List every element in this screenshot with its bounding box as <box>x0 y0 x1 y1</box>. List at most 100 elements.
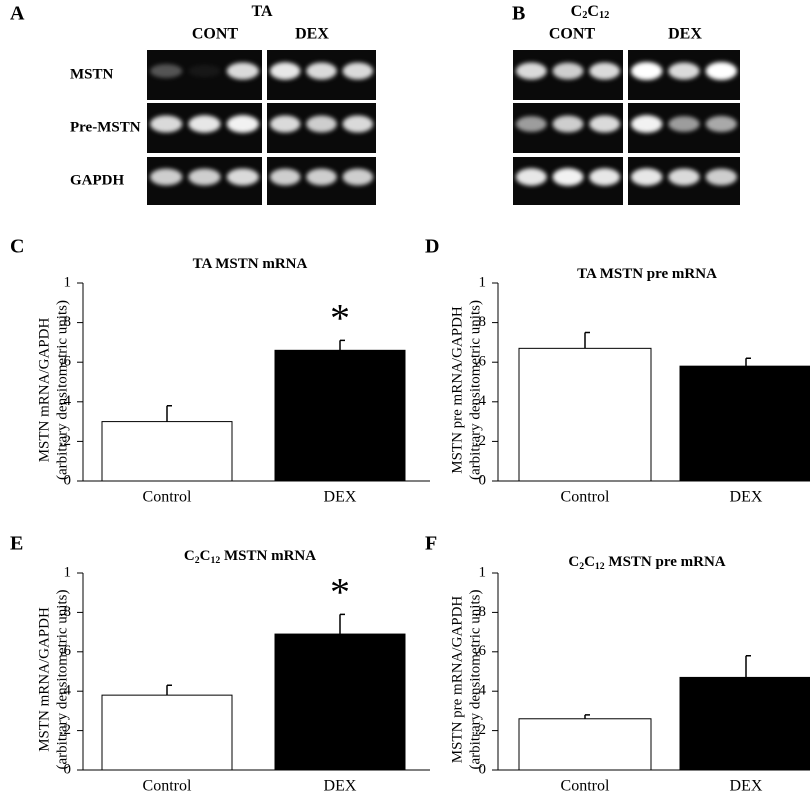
y-tick-label: .2 <box>60 433 71 449</box>
gel-band <box>589 115 621 133</box>
gel-band <box>668 116 700 132</box>
gel-band <box>668 168 700 186</box>
gel-group-label: DEX <box>668 26 702 43</box>
gel-band <box>705 116 738 132</box>
error-bar <box>745 357 751 367</box>
y-tick-label: .4 <box>475 683 487 699</box>
x-tick-label: Control <box>561 489 610 506</box>
y-tick-label: .8 <box>60 604 71 620</box>
gel-group-label: CONT <box>549 26 596 43</box>
y-tick-label: .8 <box>475 604 486 620</box>
bar <box>101 694 233 771</box>
y-tick-label: .4 <box>475 393 487 409</box>
y-tick-label: .8 <box>60 314 71 330</box>
y-tick-label: 1 <box>64 564 72 580</box>
error-bar <box>166 405 172 422</box>
y-tick-label: 1 <box>479 564 487 580</box>
bar <box>101 421 233 482</box>
bar <box>518 718 652 771</box>
gel-title: C2C12 <box>571 3 610 22</box>
chart-title: TA MSTN mRNA <box>193 256 308 272</box>
gel-band <box>150 64 183 78</box>
gel-band <box>269 62 301 80</box>
bar <box>274 349 406 482</box>
panel-letter: D <box>425 236 439 258</box>
gel-band <box>515 62 547 80</box>
error-bar <box>745 654 751 678</box>
y-tick-label: 0 <box>479 761 487 777</box>
gel-band <box>589 62 621 80</box>
gel-band <box>150 115 183 133</box>
y-tick-label: .6 <box>475 643 487 659</box>
error-bar <box>584 331 590 349</box>
gel-band <box>589 168 621 186</box>
y-tick-label: .2 <box>475 433 486 449</box>
annotation: * <box>330 570 350 615</box>
panel-letter: A <box>10 3 25 25</box>
bar <box>274 633 406 771</box>
y-axis-label: MSTN pre mRNA/GAPDH <box>449 596 465 764</box>
gel-group-label: DEX <box>295 26 329 43</box>
gel-band <box>188 64 221 78</box>
gel-band <box>188 168 221 186</box>
gel-band <box>306 115 337 133</box>
y-tick-label: 1 <box>64 274 72 290</box>
x-tick-label: DEX <box>730 778 763 795</box>
y-tick-label: .2 <box>475 722 486 738</box>
gel-band <box>306 168 337 186</box>
y-axis-label: MSTN mRNA/GAPDH <box>36 607 52 752</box>
gel-band <box>630 62 663 80</box>
gel-band <box>552 168 584 186</box>
gel-band <box>552 115 584 133</box>
gel-band <box>630 168 663 186</box>
y-tick-label: 0 <box>64 472 72 488</box>
y-tick-label: .2 <box>60 722 71 738</box>
gel-band <box>269 115 301 133</box>
gel-row-label: GAPDH <box>70 172 124 188</box>
gel-band <box>552 62 584 80</box>
gel-title: TA <box>251 3 272 20</box>
y-axis-label: (arbitrary densitometric units) <box>54 300 70 480</box>
error-bar <box>339 613 345 635</box>
gel-band <box>342 62 374 80</box>
gel-band <box>269 168 301 186</box>
panel-letter: B <box>512 3 525 25</box>
gel-band <box>705 168 738 186</box>
y-axis-label: (arbitrary densitometric units) <box>54 590 70 770</box>
error-bar <box>584 714 590 719</box>
y-tick-label: 0 <box>479 472 487 488</box>
chart-title: TA MSTN pre mRNA <box>577 266 717 282</box>
chart-title: C2C12 MSTN mRNA <box>184 548 316 566</box>
y-tick-label: .4 <box>60 393 72 409</box>
gel-band <box>226 62 259 80</box>
y-tick-label: 0 <box>64 761 72 777</box>
y-axis-label: (arbitrary densitometric units) <box>467 590 483 770</box>
gel-band <box>342 115 374 133</box>
y-tick-label: .8 <box>475 314 486 330</box>
y-tick-label: .4 <box>60 683 72 699</box>
gel-group-label: CONT <box>192 26 239 43</box>
chart-title: C2C12 MSTN pre mRNA <box>568 554 725 572</box>
y-tick-label: 1 <box>479 274 487 290</box>
y-tick-label: .6 <box>60 643 72 659</box>
gel-band <box>515 116 547 132</box>
x-tick-label: DEX <box>324 489 357 506</box>
y-axis-label: MSTN pre mRNA/GAPDH <box>449 306 465 474</box>
gel-band <box>188 115 221 133</box>
panel-letter: F <box>425 533 437 555</box>
x-tick-label: DEX <box>730 489 763 506</box>
gel-band <box>342 168 374 186</box>
y-axis-label: (arbitrary densitometric units) <box>467 300 483 480</box>
gel-row-label: MSTN <box>70 66 114 82</box>
panel-letter: C <box>10 236 24 258</box>
gel-band <box>306 62 337 80</box>
y-axis-label: MSTN mRNA/GAPDH <box>36 318 52 463</box>
panel-letter: E <box>10 533 23 555</box>
error-bar <box>339 339 345 351</box>
y-tick-label: .6 <box>475 354 487 370</box>
gel-row-label: Pre-MSTN <box>70 119 141 135</box>
bar <box>679 365 810 482</box>
x-tick-label: Control <box>143 489 192 506</box>
gel-band <box>630 115 663 133</box>
